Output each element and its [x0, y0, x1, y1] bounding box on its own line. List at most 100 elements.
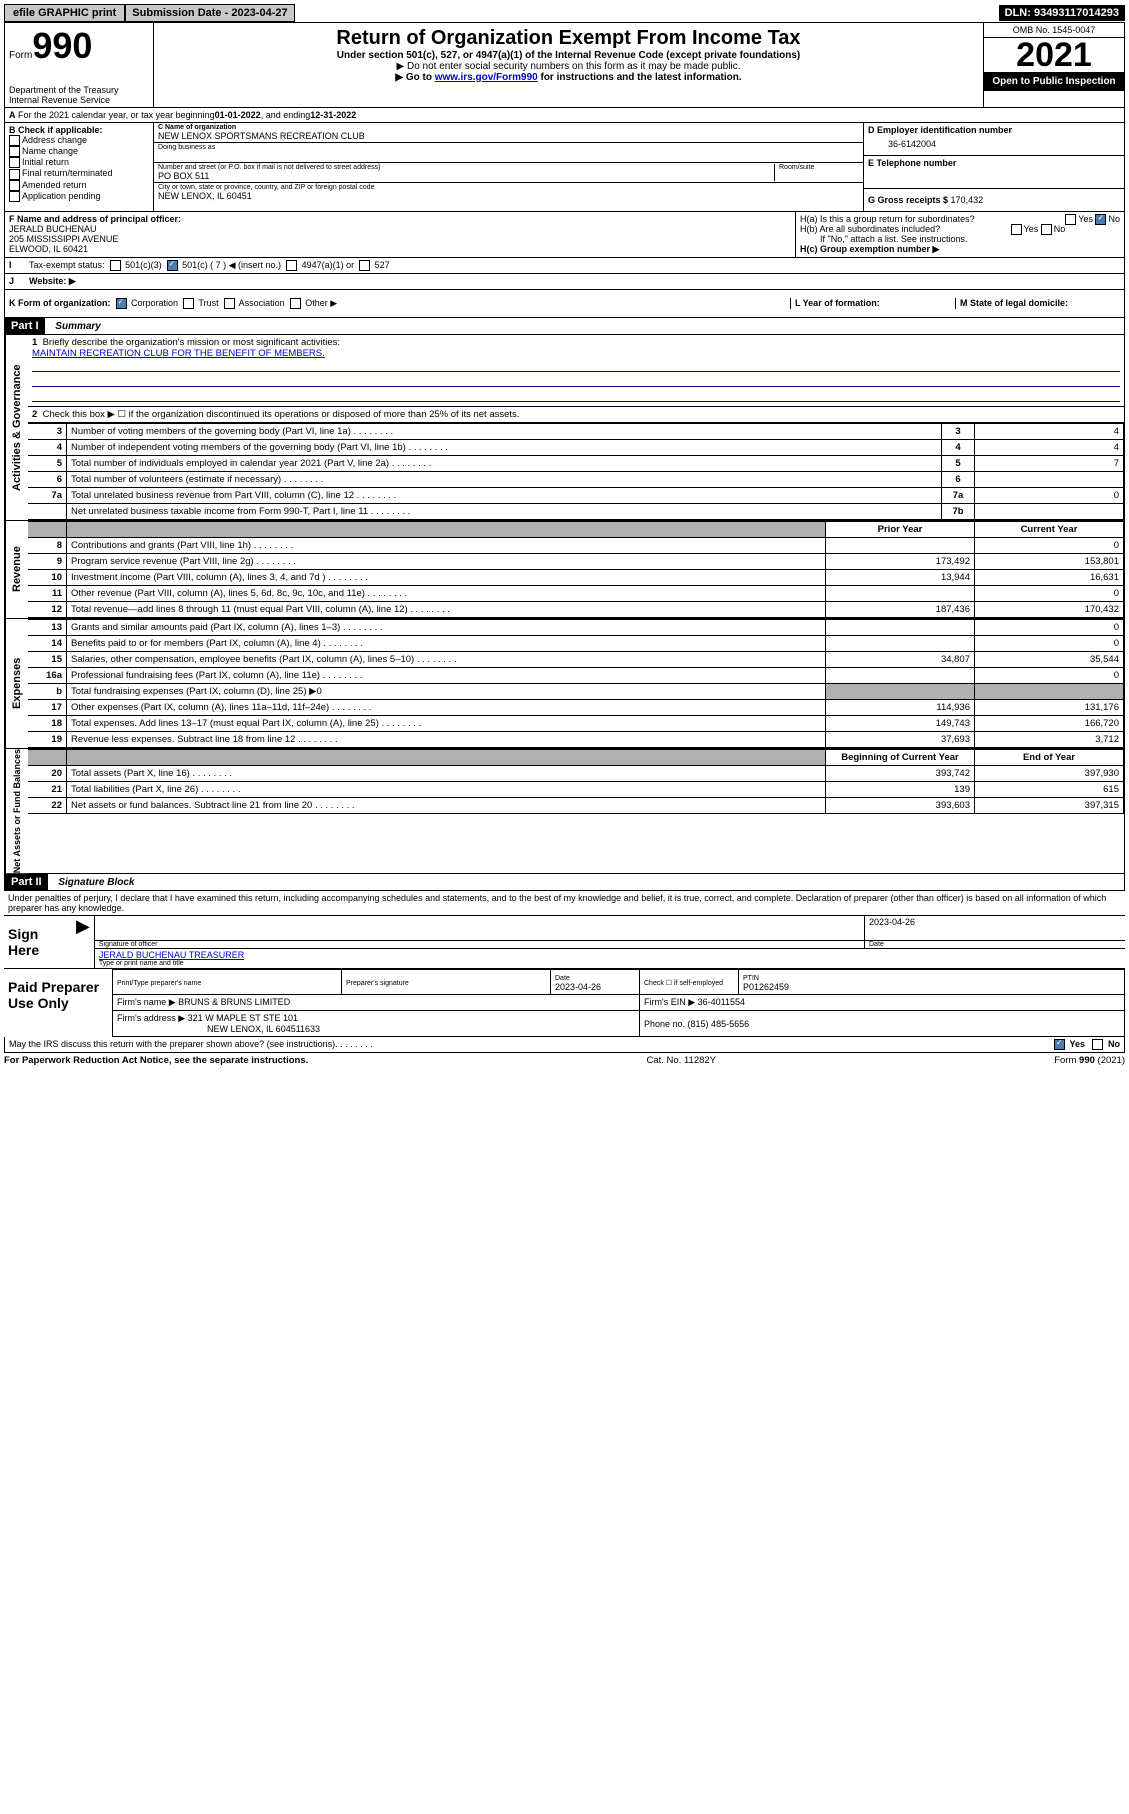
pp-date: 2023-04-26 — [555, 982, 601, 992]
begin-hdr: Beginning of Current Year — [826, 750, 975, 766]
firm-addr1: 321 W MAPLE ST STE 101 — [188, 1013, 298, 1023]
current-val: 16,631 — [975, 570, 1124, 586]
line-key: 7b — [942, 504, 975, 520]
firm-ein: 36-4011554 — [698, 997, 745, 1007]
part2-title: Signature Block — [50, 877, 134, 888]
chk-trust[interactable] — [183, 298, 194, 309]
goto-pre: ▶ Go to — [395, 72, 434, 83]
chk-name[interactable]: Name change — [9, 146, 149, 157]
lbl-trust: Trust — [198, 298, 218, 308]
chk-4947[interactable] — [286, 260, 297, 271]
discuss-no[interactable] — [1092, 1039, 1103, 1050]
top-table: 3 Number of voting members of the govern… — [28, 423, 1124, 520]
chk-527[interactable] — [359, 260, 370, 271]
line-val: 0 — [975, 488, 1124, 504]
prior-val — [826, 636, 975, 652]
prior-val: 187,436 — [826, 602, 975, 618]
prior-val: 13,944 — [826, 570, 975, 586]
period-mid: , and ending — [261, 110, 311, 120]
irs-link[interactable]: www.irs.gov/Form990 — [435, 72, 538, 83]
line-num: 16a — [28, 668, 67, 684]
form-id-block: Form990 Department of the Treasury Inter… — [5, 23, 154, 107]
ein-row: D Employer identification number 36-6142… — [864, 123, 1124, 156]
discuss-row: May the IRS discuss this return with the… — [4, 1037, 1125, 1053]
chk-initial[interactable]: Initial return — [9, 157, 149, 168]
period-begin: 01-01-2022 — [215, 110, 261, 120]
line-text: Total liabilities (Part X, line 26) — [67, 782, 826, 798]
ein-lbl: D Employer identification number — [868, 125, 1012, 135]
h-c-text: H(c) Group exemption number ▶ — [800, 244, 939, 254]
dba-row: Doing business as — [154, 143, 863, 163]
lbl-501c: 501(c) ( 7 ) ◀ (insert no.) — [182, 260, 281, 271]
period-pre: For the 2021 calendar year, or tax year … — [18, 110, 215, 120]
hb-yes[interactable] — [1011, 224, 1022, 235]
part1-title: Summary — [47, 321, 101, 332]
line-num: 9 — [28, 554, 67, 570]
prior-val — [826, 620, 975, 636]
h-c: H(c) Group exemption number ▶ — [800, 244, 1120, 255]
q2: 2 Check this box ▶ ☐ if the organization… — [28, 406, 1124, 423]
po-name: JERALD BUCHENAU — [9, 224, 97, 234]
chk-final-lbl: Final return/terminated — [22, 168, 113, 178]
firm-phone-lbl: Phone no. — [644, 1019, 688, 1029]
sign-here-label: Sign Here — [4, 916, 72, 968]
col-c: C Name of organization NEW LENOX SPORTSM… — [154, 123, 863, 211]
activities-block: Activities & Governance 1 Briefly descri… — [4, 335, 1125, 521]
ein-val: 36-6142004 — [868, 135, 1120, 153]
line-text: Program service revenue (Part VIII, line… — [67, 554, 826, 570]
lbl-assoc: Association — [239, 298, 285, 308]
chk-address[interactable]: Address change — [9, 135, 149, 146]
h-a: H(a) Is this a group return for subordin… — [800, 214, 1120, 224]
firm-addr2: NEW LENOX, IL 604511633 — [117, 1024, 320, 1034]
lbl-4947: 4947(a)(1) or — [302, 260, 355, 271]
line-text: Total number of volunteers (estimate if … — [67, 472, 942, 488]
sig-name: JERALD BUCHENAU TREASURER — [99, 950, 1121, 960]
discuss-yes[interactable] — [1054, 1039, 1065, 1050]
chk-pending[interactable]: Application pending — [9, 191, 149, 202]
form-org-lbl: K Form of organization: — [9, 298, 111, 308]
submission-date: Submission Date - 2023-04-27 — [125, 4, 294, 22]
line-key: 5 — [942, 456, 975, 472]
dln: DLN: 93493117014293 — [999, 5, 1125, 21]
dln-value: 93493117014293 — [1034, 7, 1119, 19]
chk-final[interactable]: Final return/terminated — [9, 168, 149, 179]
row-j: J Website: ▶ — [4, 274, 1125, 290]
line-a: A For the 2021 calendar year, or tax yea… — [4, 108, 1125, 123]
current-val: 3,712 — [975, 732, 1124, 748]
ha-no-lbl: No — [1108, 214, 1120, 224]
sig-name-lbl: Type or print name and title — [99, 960, 1121, 967]
current-val: 0 — [975, 636, 1124, 652]
prior-val: 149,743 — [826, 716, 975, 732]
addr-row: Number and street (or P.O. box if mail i… — [154, 163, 863, 183]
u2 — [32, 374, 1120, 387]
arrow-icon: ▶ — [72, 916, 94, 968]
line-text: Revenue less expenses. Subtract line 18 … — [67, 732, 826, 748]
row-klm: K Form of organization: Corporation Trus… — [4, 290, 1125, 318]
hb-no[interactable] — [1041, 224, 1052, 235]
line-text: Salaries, other compensation, employee b… — [67, 652, 826, 668]
line-num: 12 — [28, 602, 67, 618]
form-rev: Form 990 (2021) — [1054, 1055, 1125, 1066]
current-hdr: Current Year — [975, 522, 1124, 538]
line-key: 6 — [942, 472, 975, 488]
bal-table: Beginning of Current Year End of Year20 … — [28, 749, 1124, 814]
gross-val: 170,432 — [951, 195, 984, 205]
chk-initial-lbl: Initial return — [22, 157, 69, 167]
efile-print-btn[interactable]: efile GRAPHIC print — [4, 4, 125, 22]
chk-501c3[interactable] — [110, 260, 121, 271]
ha-yes[interactable] — [1065, 214, 1076, 225]
line-val — [975, 504, 1124, 520]
form-header: Form990 Department of the Treasury Inter… — [4, 22, 1125, 108]
chk-other[interactable] — [290, 298, 301, 309]
sig-officer[interactable] — [95, 916, 864, 941]
line-text: Total revenue—add lines 8 through 11 (mu… — [67, 602, 826, 618]
chk-assoc[interactable] — [224, 298, 235, 309]
paid-preparer-block: Paid Preparer Use Only Print/Type prepar… — [4, 969, 1125, 1037]
ha-no[interactable] — [1095, 214, 1106, 225]
gross-lbl: G Gross receipts $ — [868, 195, 951, 205]
chk-501c[interactable] — [167, 260, 178, 271]
discuss-yes-lbl: Yes — [1069, 1039, 1085, 1049]
chk-amended[interactable]: Amended return — [9, 180, 149, 191]
city-val: NEW LENOX, IL 60451 — [158, 191, 859, 201]
chk-corp[interactable] — [116, 298, 127, 309]
